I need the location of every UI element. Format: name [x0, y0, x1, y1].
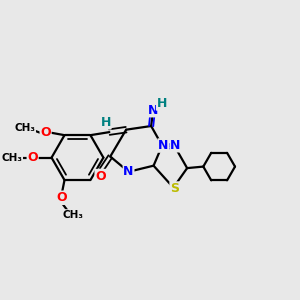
Text: CH₃: CH₃: [14, 123, 35, 133]
Text: S: S: [170, 182, 179, 195]
Text: O: O: [40, 126, 51, 139]
Text: O: O: [95, 169, 106, 182]
Text: N: N: [123, 165, 134, 178]
Text: CH₃: CH₃: [2, 153, 22, 163]
Text: O: O: [27, 151, 38, 164]
Text: H: H: [157, 97, 167, 110]
Text: N: N: [158, 139, 169, 152]
Text: N: N: [170, 139, 181, 152]
Text: N: N: [148, 104, 158, 117]
Text: O: O: [57, 191, 68, 204]
Text: CH₃: CH₃: [62, 210, 83, 220]
Text: H: H: [100, 116, 111, 129]
